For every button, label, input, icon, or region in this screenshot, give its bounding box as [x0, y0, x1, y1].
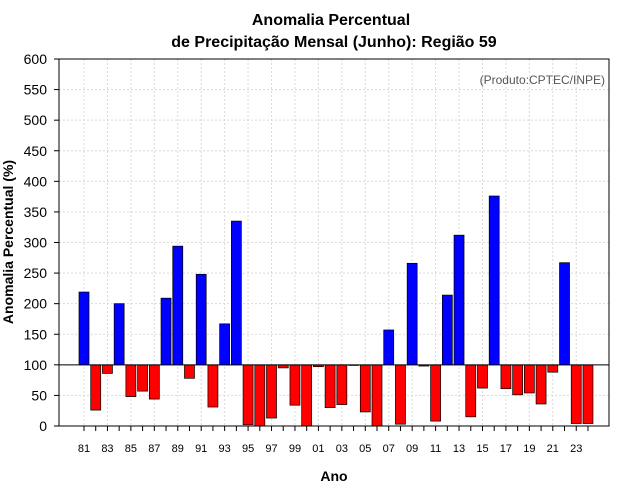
bar-1983	[102, 364, 113, 374]
bar-2006	[371, 364, 383, 427]
bar-1988	[160, 297, 172, 366]
x-tick-label: 99	[289, 443, 301, 455]
bars	[78, 195, 594, 427]
bar-2024	[582, 364, 594, 424]
y-axis-ticks: 0 50 100 150 200 250 300 350 400 450 500 550 600	[24, 51, 59, 434]
y-tick-label: 300	[24, 235, 48, 251]
bar-2014	[465, 364, 477, 418]
x-tick-label: 89	[172, 443, 184, 455]
bar-2007	[383, 329, 395, 366]
bar-2018	[512, 364, 523, 396]
bar-2013	[453, 234, 465, 366]
y-tick-label: 100	[24, 357, 48, 373]
x-tick-label: 93	[219, 443, 231, 455]
y-tick-label: 250	[24, 265, 48, 281]
bar-2011	[430, 364, 441, 422]
bar-1999	[289, 364, 301, 406]
x-tick-label: 83	[101, 443, 113, 455]
x-tick-label: 97	[265, 443, 277, 455]
x-axis-label: Ano	[320, 468, 347, 484]
bar-1987	[148, 364, 160, 400]
x-tick-label: 05	[359, 443, 371, 455]
x-tick-label: 87	[148, 443, 160, 455]
y-tick-label: 350	[24, 204, 48, 220]
y-tick-label: 50	[31, 387, 47, 403]
credit-label: (Produto:CPTEC/INPE)	[480, 73, 605, 87]
bar-2017	[500, 364, 512, 390]
bar-1989	[172, 245, 184, 366]
y-tick-label: 200	[24, 296, 48, 312]
y-tick-label: 0	[39, 418, 47, 434]
bar-1997	[266, 364, 277, 419]
y-axis-label: Anomalia Percentual (%)	[0, 160, 16, 324]
x-tick-label: 21	[547, 443, 559, 455]
x-tick-label: 85	[125, 443, 137, 455]
bar-1992	[207, 364, 219, 408]
bar-2016	[488, 195, 500, 366]
bar-2020	[535, 364, 547, 405]
bar-2015	[477, 364, 488, 389]
bar-2019	[524, 364, 535, 394]
bar-1990	[184, 364, 195, 379]
bar-2009	[406, 262, 418, 366]
bar-2023	[570, 364, 582, 424]
bar-1981	[78, 291, 90, 366]
bar-2002	[324, 364, 336, 409]
bar-1984	[113, 303, 125, 366]
bar-2000	[301, 364, 313, 427]
bar-2003	[336, 364, 348, 405]
x-tick-label: 23	[570, 443, 582, 455]
y-tick-label: 500	[24, 112, 48, 128]
bar-2005	[359, 364, 371, 413]
x-tick-label: 09	[406, 443, 418, 455]
bar-1986	[137, 364, 148, 392]
y-tick-label: 600	[24, 51, 48, 67]
x-tick-label: 81	[78, 443, 90, 455]
y-tick-label: 150	[24, 326, 48, 342]
bar-2012	[441, 294, 453, 366]
bar-1982	[90, 364, 102, 411]
bar-1993	[219, 323, 230, 366]
x-tick-label: 91	[195, 443, 207, 455]
x-tick-label: 03	[336, 443, 348, 455]
chart-title-line1: Anomalia Percentual	[252, 12, 410, 29]
bar-1995	[242, 364, 254, 426]
bar-2022	[559, 262, 570, 366]
x-tick-label: 15	[476, 443, 488, 455]
x-axis-ticks: 81 83 85 87 89 91 93 95 97 99 01 03 05 07 09 11 13 15 17 19…	[78, 426, 589, 455]
x-tick-label: 07	[383, 443, 395, 455]
x-tick-label: 13	[453, 443, 465, 455]
chart-title-line2: de Precipitação Mensal (Junho): Região 5…	[171, 34, 497, 51]
y-tick-label: 450	[24, 143, 48, 159]
bar-1994	[231, 220, 242, 366]
x-tick-label: 17	[500, 443, 512, 455]
x-tick-label: 01	[312, 443, 324, 455]
x-tick-label: 11	[430, 443, 441, 455]
y-tick-label: 550	[24, 82, 48, 98]
y-tick-label: 400	[24, 173, 48, 189]
bar-2021	[547, 364, 559, 373]
bar-1996	[254, 364, 266, 427]
x-tick-label: 95	[242, 443, 254, 455]
bar-1985	[125, 364, 137, 397]
x-tick-label: 19	[523, 443, 535, 455]
bar-1991	[195, 273, 207, 366]
bar-2008	[395, 364, 406, 425]
